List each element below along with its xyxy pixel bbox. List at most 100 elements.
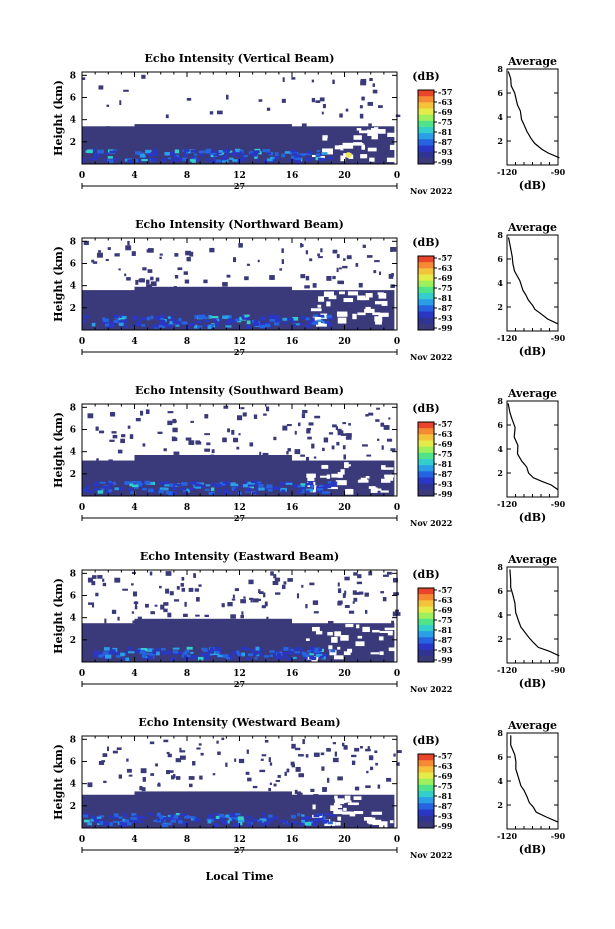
echo-strong (132, 324, 136, 328)
echo-speck (344, 590, 347, 595)
echo-strong (293, 484, 298, 488)
echo-speck (333, 250, 336, 254)
x-tick-label: 20 (338, 171, 351, 181)
echo-speck (393, 753, 396, 757)
colorbar-segment (418, 766, 434, 773)
echo-strong (215, 150, 222, 155)
echo-speck (263, 413, 267, 416)
echo-strong (147, 812, 152, 815)
echo-strong (100, 487, 105, 492)
local-time-label: Local Time (206, 870, 274, 883)
echo-speck (362, 244, 366, 248)
colorbar-tick-label: -81 (438, 127, 452, 137)
echo-speck (380, 591, 385, 594)
echo-gap (336, 311, 348, 317)
echo-speck (103, 780, 107, 784)
echo-strong (169, 151, 174, 156)
echo-strong (307, 650, 313, 653)
echo-speck (252, 598, 259, 603)
echo-speck (249, 597, 254, 600)
echo-speck (173, 286, 177, 289)
colorbar-tick-label: -63 (438, 761, 453, 771)
echo-gap (389, 144, 399, 150)
echo-gap (361, 144, 365, 150)
echo-speck (139, 785, 143, 791)
echo-strong (172, 320, 179, 324)
echo-speck (141, 74, 146, 79)
echo-strong (216, 318, 220, 322)
echo-strong (171, 158, 178, 163)
echo-speck (223, 459, 230, 464)
echo-speck (281, 584, 286, 590)
echo-speck (244, 276, 249, 281)
echo-speck (98, 85, 104, 90)
y-tick-label: 4 (70, 448, 76, 458)
echo-speck (185, 250, 191, 256)
echo-strong (295, 159, 301, 164)
echo-strong (148, 153, 154, 157)
echo-gap (368, 821, 375, 825)
x-tick-label: 4 (131, 669, 137, 679)
echo-gap (334, 805, 343, 808)
x-tick-label: 8 (184, 337, 190, 347)
colorbar-unit: (dB) (412, 236, 439, 249)
colorbar-tick-label: -75 (438, 117, 452, 127)
echo-strong (269, 650, 275, 653)
echo-speck (236, 415, 243, 421)
echo-speck (175, 758, 182, 763)
panel-title: Echo Intensity (Southward Beam) (135, 384, 344, 397)
echo-strong (246, 325, 252, 329)
echo-strong (229, 319, 237, 324)
echo-gap (322, 135, 328, 139)
echo-strong (180, 482, 188, 486)
echo-strong (91, 322, 96, 327)
echo-strong (168, 491, 175, 496)
echo-strong (319, 655, 324, 659)
echo-speck (242, 412, 247, 417)
echo-speck (132, 571, 136, 575)
echo-speck (335, 426, 339, 430)
colorbar-segment (418, 139, 434, 146)
echo-speck (183, 271, 188, 275)
echo-strong (268, 814, 273, 818)
echo-speck (92, 575, 97, 579)
echo-speck (185, 437, 192, 441)
echo-strong (120, 652, 125, 657)
echo-strong (227, 656, 234, 660)
y-tick-label: 6 (70, 93, 76, 103)
echo-strong (106, 657, 110, 661)
echo-speck (337, 776, 343, 781)
colorbar-segment (418, 483, 434, 491)
echo-gap (359, 297, 370, 301)
echo-strong (146, 648, 153, 652)
echo-speck (364, 592, 369, 597)
echo-strong (135, 819, 141, 823)
panel-title: Echo Intensity (Northward Beam) (135, 218, 344, 231)
echo-strong (211, 316, 219, 319)
echo-gap (357, 312, 366, 316)
echo-strong (91, 148, 96, 152)
echo-strong (149, 813, 154, 816)
echo-strong (274, 156, 280, 160)
echo-strong (122, 818, 126, 822)
echo-strong (160, 314, 165, 318)
echo-strong (107, 156, 113, 159)
colorbar-segment (418, 452, 434, 460)
echo-strong (207, 650, 215, 654)
echo-strong (178, 820, 183, 824)
echo-speck (320, 752, 325, 756)
echo-speck (302, 409, 308, 414)
echo-speck (297, 422, 301, 427)
colorbar-tick-label: -57 (438, 419, 452, 429)
echo-strong (104, 489, 112, 494)
echo-strong (223, 481, 230, 484)
echo-speck (112, 434, 118, 439)
echo-strong (281, 489, 286, 493)
echo-gap (345, 489, 354, 495)
echo-speck (217, 751, 221, 755)
echo-strong (297, 490, 301, 495)
echo-speck (123, 89, 129, 92)
echo-speck (272, 581, 279, 586)
echo-strong (225, 321, 232, 325)
echo-speck (141, 787, 146, 792)
